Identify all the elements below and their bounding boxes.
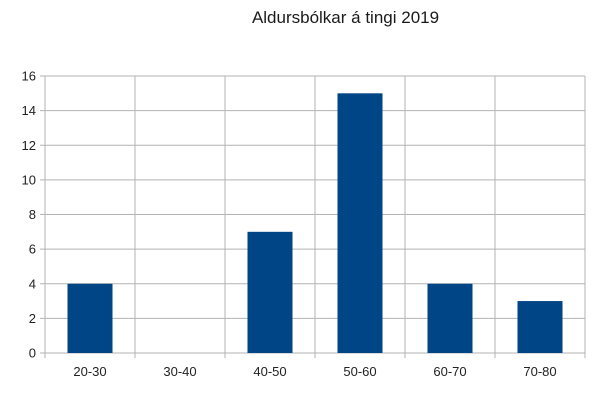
y-tick-label: 10 (22, 172, 36, 187)
bar-50-60 (337, 93, 383, 353)
bar-20-30 (67, 283, 113, 353)
y-tick-label: 16 (22, 69, 36, 84)
chart-title: Aldursbólkar á tingi 2019 (251, 8, 440, 27)
y-tick-label: 14 (22, 103, 36, 118)
x-tick-label: 20-30 (73, 364, 106, 379)
x-tick-label: 70-80 (523, 364, 556, 379)
y-tick-label: 4 (29, 276, 36, 291)
y-tick-label: 12 (22, 138, 36, 153)
x-tick-label: 50-60 (343, 364, 376, 379)
y-tick-label: 6 (29, 242, 36, 257)
x-tick-label: 60-70 (433, 364, 466, 379)
y-tick-label: 2 (29, 311, 36, 326)
x-tick-label: 30-40 (163, 364, 196, 379)
bar-70-80 (517, 301, 563, 353)
bar-60-70 (427, 283, 473, 353)
x-tick-label: 40-50 (253, 364, 286, 379)
y-tick-label: 0 (29, 346, 36, 361)
bar-40-50 (247, 231, 293, 353)
y-tick-label: 8 (29, 207, 36, 222)
